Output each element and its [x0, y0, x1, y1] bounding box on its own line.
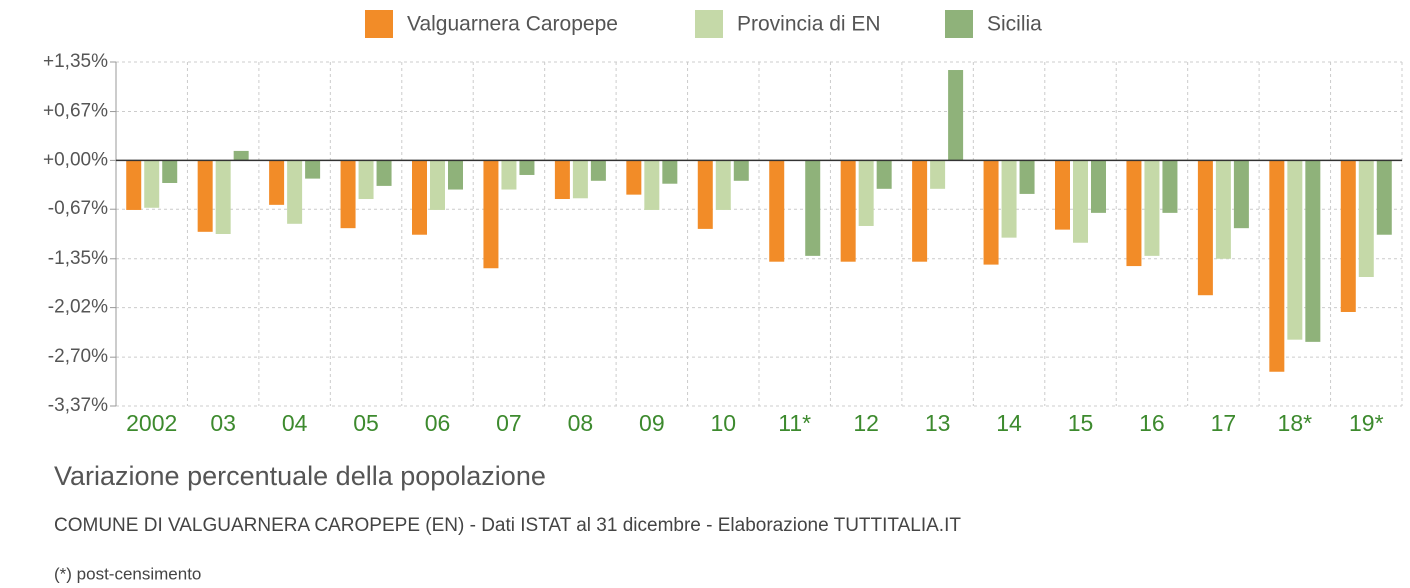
bar [501, 160, 517, 190]
x-tick-label: 09 [639, 410, 665, 436]
bar [805, 160, 821, 256]
x-tick-label: 05 [353, 410, 379, 436]
legend-label: Valguarnera Caropepe [407, 13, 618, 36]
x-tick-label: 2002 [126, 410, 177, 436]
bar [358, 160, 374, 200]
bar [1126, 160, 1142, 267]
y-tick-label: -0,67% [48, 198, 108, 219]
bar [662, 160, 678, 184]
x-tick-label: 07 [496, 410, 522, 436]
bar [197, 160, 213, 232]
bar [930, 160, 946, 189]
bar [1055, 160, 1070, 230]
legend-label: Sicilia [987, 13, 1042, 36]
bar [1144, 160, 1160, 256]
bar [162, 160, 178, 183]
bar [858, 160, 874, 226]
bar [215, 160, 231, 234]
chart-note: (*) post-censimento [54, 564, 201, 583]
bar [1358, 160, 1374, 277]
bar [876, 160, 892, 189]
bar [287, 160, 303, 224]
bar [448, 160, 463, 190]
bar [1215, 160, 1231, 259]
bar [519, 160, 535, 175]
legend-swatch [695, 10, 723, 38]
legend-swatch [365, 10, 393, 38]
bar [948, 70, 964, 161]
bar [1287, 160, 1303, 340]
bar [840, 160, 856, 262]
chart-title: Variazione percentuale della popolazione [54, 461, 546, 491]
bar [144, 160, 160, 208]
bar [412, 160, 427, 235]
bar [1340, 160, 1356, 312]
x-tick-label: 08 [568, 410, 594, 436]
legend-swatch [945, 10, 973, 38]
y-tick-label: -1,35% [48, 248, 108, 269]
y-tick-label: -2,02% [48, 297, 108, 318]
x-tick-label: 14 [996, 410, 1022, 436]
x-tick-label: 03 [210, 410, 236, 436]
bar [376, 160, 392, 186]
bar [697, 160, 713, 229]
x-tick-label: 12 [853, 410, 879, 436]
y-tick-label: +0,00% [43, 149, 108, 170]
y-tick-label: -2,70% [48, 346, 108, 367]
y-tick-label: +1,35% [43, 51, 108, 72]
bar [1233, 160, 1249, 229]
x-tick-label: 18* [1278, 410, 1313, 436]
x-tick-label: 15 [1068, 410, 1094, 436]
x-tick-label: 13 [925, 410, 951, 436]
bar [233, 150, 249, 161]
bar [715, 160, 731, 210]
bar [1073, 160, 1088, 243]
bar [912, 160, 928, 262]
bar [1269, 160, 1285, 372]
bar [644, 160, 660, 210]
bar [340, 160, 356, 229]
legend-label: Provincia di EN [737, 13, 881, 36]
bar [1376, 160, 1392, 235]
bar [554, 160, 570, 200]
bar [430, 160, 445, 210]
y-tick-label: -3,37% [48, 395, 108, 416]
x-tick-label: 16 [1139, 410, 1165, 436]
x-tick-label: 04 [282, 410, 308, 436]
bar [590, 160, 606, 181]
bar [483, 160, 499, 269]
chart-subtitle: COMUNE DI VALGUARNERA CAROPEPE (EN) - Da… [54, 515, 961, 536]
bar [1162, 160, 1178, 213]
bar [1001, 160, 1017, 238]
bar [626, 160, 642, 195]
x-tick-label: 19* [1349, 410, 1384, 436]
bar [1091, 160, 1106, 213]
bar [1305, 160, 1321, 342]
x-tick-label: 11* [778, 410, 811, 436]
bar [269, 160, 285, 205]
bar [305, 160, 321, 179]
bar [1197, 160, 1213, 296]
bar [126, 160, 142, 210]
bar [572, 160, 588, 199]
bar [983, 160, 999, 265]
x-tick-label: 06 [425, 410, 451, 436]
x-tick-label: 17 [1211, 410, 1237, 436]
x-tick-label: 10 [710, 410, 736, 436]
bar [769, 160, 785, 262]
y-tick-label: +0,67% [43, 101, 108, 122]
bar [733, 160, 749, 181]
bar [1019, 160, 1035, 194]
